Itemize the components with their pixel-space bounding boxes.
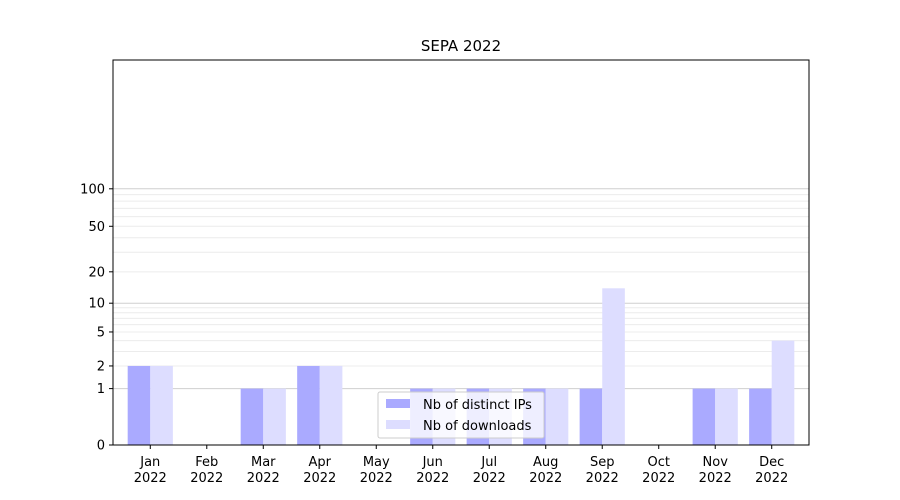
bar-downloads-sep <box>602 288 625 445</box>
x-tick-label-month: Feb <box>195 455 218 470</box>
x-axis: Jan2022Feb2022Mar2022Apr2022May2022Jun20… <box>134 445 788 486</box>
x-tick-label-month: Dec <box>759 455 784 470</box>
legend-box <box>377 391 545 439</box>
bar-distinct-ips-nov <box>692 388 716 445</box>
y-axis: 0 1 2 5 10 20 50 100 <box>80 182 113 454</box>
plot-frame <box>112 59 810 446</box>
y-tick-label: 0 <box>97 439 105 454</box>
x-tick-label-month: Aug <box>533 455 558 470</box>
x-tick-label-year: 2022 <box>529 471 562 486</box>
bar-distinct-ips-apr <box>297 365 320 445</box>
chart-title: SEPA 2022 <box>421 37 501 55</box>
x-tick-label-year: 2022 <box>699 471 732 486</box>
y-tick-label: 50 <box>88 220 105 235</box>
y-tick-label: 100 <box>80 182 105 197</box>
x-tick-label-month: Jan <box>139 455 160 470</box>
x-tick-label-year: 2022 <box>190 471 223 486</box>
y-tick-label: 5 <box>97 325 105 340</box>
bar-distinct-ips-dec <box>749 388 772 445</box>
legend-swatch-distinct-ips <box>386 399 410 408</box>
bar-downloads-aug <box>545 388 569 445</box>
x-tick-label-year: 2022 <box>642 471 675 486</box>
x-tick-label-year: 2022 <box>303 471 336 486</box>
x-tick-label-month: Sep <box>590 455 615 470</box>
x-tick-label-month: Mar <box>251 455 276 470</box>
x-tick-label-year: 2022 <box>416 471 449 486</box>
x-tick-label-year: 2022 <box>360 471 393 486</box>
bar-distinct-ips-jan <box>127 365 151 445</box>
x-tick-label-year: 2022 <box>134 471 167 486</box>
y-tick-label: 1 <box>97 382 105 397</box>
x-tick-label-month: May <box>363 455 390 470</box>
y-tick-label: 2 <box>97 359 105 374</box>
bar-downloads-apr <box>319 365 343 445</box>
bar-distinct-ips-sep <box>579 388 603 445</box>
grid-lines <box>113 188 809 390</box>
y-tick-label: 20 <box>88 265 105 280</box>
bar-downloads-nov <box>715 388 738 445</box>
legend-label-downloads: Nb of downloads <box>423 419 532 434</box>
bar-downloads-jan <box>150 365 173 445</box>
legend-swatch-downloads <box>386 420 410 429</box>
x-tick-label-year: 2022 <box>247 471 280 486</box>
x-tick-label-year: 2022 <box>473 471 506 486</box>
x-tick-label-month: Jul <box>480 455 497 470</box>
x-tick-label-month: Oct <box>647 455 669 470</box>
bar-downloads-mar <box>263 388 286 445</box>
x-tick-label-year: 2022 <box>586 471 619 486</box>
x-tick-label-year: 2022 <box>755 471 788 486</box>
bar-distinct-ips-mar <box>240 388 264 445</box>
legend-label-distinct-ips: Nb of distinct IPs <box>423 398 532 413</box>
x-tick-label-month: Apr <box>309 455 332 470</box>
legend: Nb of distinct IPs Nb of downloads <box>377 391 545 439</box>
bar-downloads-dec <box>771 340 795 445</box>
x-tick-label-month: Jun <box>422 455 443 470</box>
y-tick-label: 10 <box>88 297 105 312</box>
x-tick-label-month: Nov <box>703 455 729 470</box>
